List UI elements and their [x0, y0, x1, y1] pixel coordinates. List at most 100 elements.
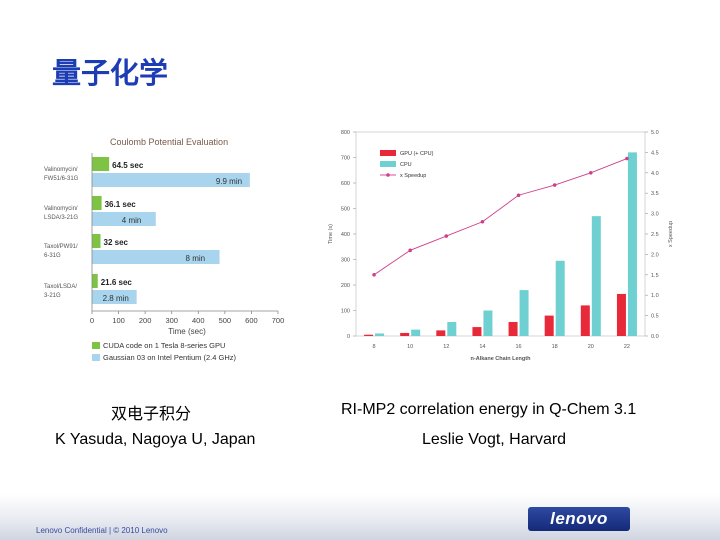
chart1-cpu-label: 9.9 min: [216, 177, 242, 186]
left-caption-title: 双电子积分: [111, 404, 192, 423]
right-caption-title: RI-MP2 correlation energy in Q-Chem 3.1: [341, 401, 637, 418]
chart2-cpu-bar: [447, 321, 457, 336]
chart2-x-tick-label: 14: [479, 344, 485, 350]
chart1-gpu-label: 36.1 sec: [105, 200, 137, 209]
chart2-left-tick-label: 500: [341, 207, 350, 213]
chart2-speedup-point: [552, 183, 557, 187]
chart2-speedup-point: [372, 273, 376, 277]
chart2-speedup-point: [408, 248, 412, 253]
right-caption-author: Leslie Vogt, Harvard: [422, 431, 567, 448]
chart2-right-tick-label: 4.5: [651, 150, 659, 156]
chart2-right-tick-label: 0.0: [651, 334, 659, 340]
chart1-category-label: 6-31G: [44, 253, 61, 259]
chart1-category-label: Taxol/PW91/: [44, 244, 78, 250]
chart2-right-tick-label: 2.0: [651, 252, 659, 258]
chart2-legend-gpu-label: GPU (+ CPU): [400, 151, 434, 157]
chart2-gpu-bar: [364, 334, 374, 336]
chart2-left-tick-label: 200: [341, 283, 350, 289]
chart1-category-label: 3-21G: [44, 293, 61, 299]
chart2-right-tick-label: 1.5: [651, 273, 659, 279]
chart1-x-axis-label: Time (sec): [168, 327, 206, 336]
chart2-cpu-bar: [519, 290, 529, 336]
chart1-cpu-bar: [92, 290, 137, 304]
chart2-right-tick-label: 4.0: [651, 171, 659, 177]
chart2-right-tick-label: 3.0: [651, 212, 659, 218]
chart1-cpu-label: 4 min: [122, 216, 142, 225]
chart2-x-tick-label: 20: [588, 344, 594, 350]
chart2-left-tick-label: 800: [341, 130, 350, 136]
chart1-x-tick-label: 500: [219, 316, 232, 325]
chart1-legend-gpu-label: CUDA code on 1 Tesla 8-series GPU: [103, 341, 225, 350]
chart2-gpu-bar: [472, 327, 482, 336]
chart1-x-tick-label: 100: [112, 316, 125, 325]
rimp2-chart: 0 100 200 300 400 500 600 700 800 0.0 0.5 1.0 1.5 2.0…: [328, 130, 674, 362]
chart2-gpu-bar: [616, 293, 626, 336]
chart1-x-tick-label: 0: [90, 316, 94, 325]
chart2-speedup-point: [625, 156, 629, 161]
chart2-gpu-bar: [436, 330, 446, 336]
chart2-gpu-bar: [544, 315, 554, 336]
chart2-gpu-bar: [400, 332, 410, 336]
chart2-right-tick-label: 5.0: [651, 130, 659, 136]
chart2-x-tick-label: 18: [552, 344, 558, 350]
chart2-left-tick-label: 400: [341, 232, 350, 238]
chart2-legend-speedup-marker: [386, 173, 390, 177]
chart1-x-tick-label: 700: [272, 316, 285, 325]
chart2-legend-cpu-label: CPU: [400, 162, 412, 168]
chart1-x-tick-label: 400: [192, 316, 205, 325]
chart1-legend-gpu-swatch: [92, 342, 100, 349]
chart2-legend-cpu-swatch: [380, 161, 396, 167]
chart1-category-label: Valinomycin/: [44, 206, 78, 212]
chart2-left-tick-label: 300: [341, 258, 350, 264]
chart2-speedup-point: [480, 219, 485, 224]
chart2-x-tick-label: 12: [443, 344, 449, 350]
chart2-left-tick-label: 700: [341, 156, 350, 162]
chart2-left-tick-label: 100: [341, 309, 350, 315]
chart1-legend-cpu-swatch: [92, 354, 100, 361]
chart2-right-tick-label: 2.5: [651, 232, 659, 238]
chart2-cpu-bar: [591, 216, 601, 336]
chart2-speedup-point: [589, 171, 593, 175]
chart1-x-tick-label: 600: [245, 316, 258, 325]
chart1-gpu-label: 32 sec: [104, 238, 129, 247]
chart1-category-label: FW51/6-31G: [44, 176, 79, 182]
coulomb-chart-panel: Coulomb Potential Evaluation Valinomycin/…: [40, 128, 290, 373]
left-caption-author: K Yasuda, Nagoya U, Japan: [55, 431, 256, 448]
chart2-cpu-bar: [627, 152, 637, 336]
chart1-gpu-label: 64.5 sec: [112, 161, 144, 170]
chart2-speedup-line: [373, 158, 628, 276]
chart2-x-tick-label: 10: [407, 344, 413, 350]
chart1-cpu-bar: [92, 250, 220, 264]
chart2-x-tick-label: 16: [516, 344, 522, 350]
coulomb-chart: Coulomb Potential Evaluation Valinomycin/…: [44, 137, 285, 362]
chart1-x-tick-label: 300: [165, 316, 178, 325]
chart1-category-label: Taxol/LSDA/: [44, 284, 77, 290]
chart2-x-axis-label: n-Alkane Chain Length: [471, 356, 532, 362]
chart2-x-tick-label: 8: [373, 344, 376, 350]
chart2-right-tick-label: 3.5: [651, 191, 659, 197]
rimp2-chart-panel: 0 100 200 300 400 500 600 700 800 0.0 0.5 1.0 1.5 2.0…: [320, 122, 688, 366]
lenovo-logo: lenovo: [528, 507, 630, 531]
chart2-cpu-bar: [555, 260, 565, 336]
footer-confidential: Lenovo Confidential | © 2010 Lenovo: [36, 526, 168, 535]
chart1-category-label: LSDA/3-21G: [44, 215, 78, 221]
chart2-right-tick-label: 1.0: [651, 293, 659, 299]
chart2-cpu-bar: [375, 333, 385, 336]
chart1-x-tick-label: 200: [139, 316, 152, 325]
chart2-left-tick-label: 0: [347, 334, 350, 340]
chart2-speedup-point: [516, 193, 521, 198]
chart2-cpu-bar: [483, 310, 493, 336]
chart2-speedup-point: [444, 234, 449, 238]
chart1-title: Coulomb Potential Evaluation: [110, 137, 228, 147]
chart2-gpu-bar: [580, 305, 590, 336]
chart1-gpu-bar: [92, 196, 102, 210]
chart1-gpu-bar: [92, 274, 98, 288]
chart2-left-tick-label: 600: [341, 181, 350, 187]
chart2-cpu-bar: [411, 329, 421, 336]
chart2-x-tick-label: 22: [624, 344, 630, 350]
chart2-legend-speedup-label: x Speedup: [400, 173, 426, 179]
chart1-category-label: Valinomycin/: [44, 167, 78, 173]
chart1-cpu-label: 8 min: [186, 254, 206, 263]
chart2-right-tick-label: 0.5: [651, 314, 659, 320]
chart2-right-axis-label: x Speedup: [668, 221, 674, 247]
